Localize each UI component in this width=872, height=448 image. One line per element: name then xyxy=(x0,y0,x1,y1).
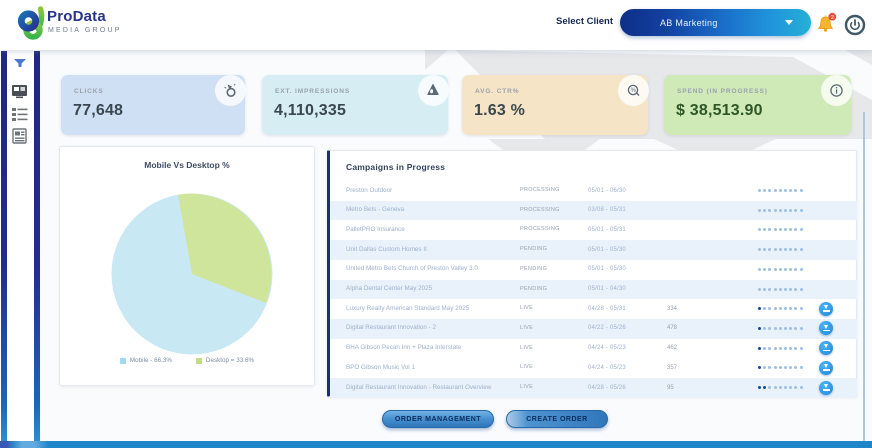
svg-text:%: % xyxy=(631,88,637,94)
svg-text:2: 2 xyxy=(831,14,834,20)
